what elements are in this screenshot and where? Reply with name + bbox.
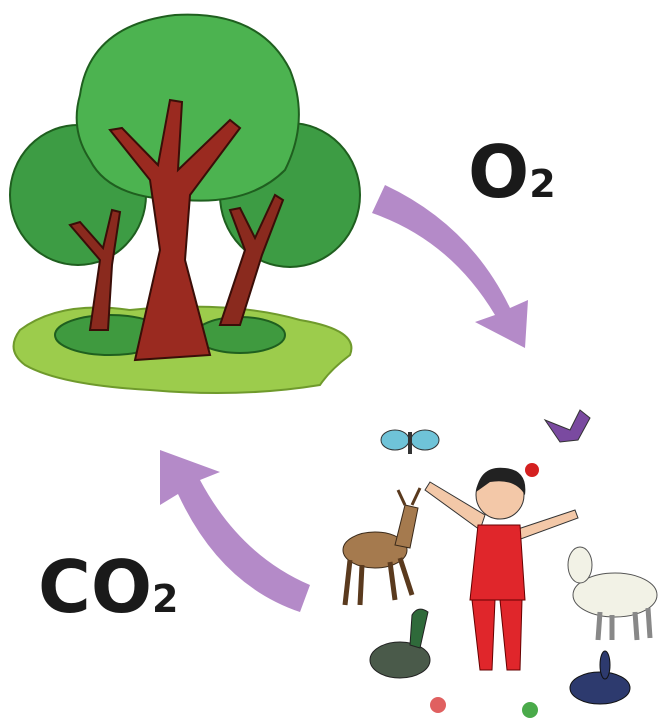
oxygen-carbon-cycle: O2 CO2 [0,0,664,725]
hummingbird [545,410,590,442]
arrow-carbon-dioxide [160,450,310,612]
carbon-dioxide-label: CO2 [38,545,179,629]
girl [425,463,578,670]
duck [370,609,430,678]
small-animals [430,697,538,718]
oxygen-label: O2 [468,130,556,214]
butterfly [381,430,439,454]
goat [568,547,657,640]
rabbit [570,651,630,704]
deer [343,488,420,605]
